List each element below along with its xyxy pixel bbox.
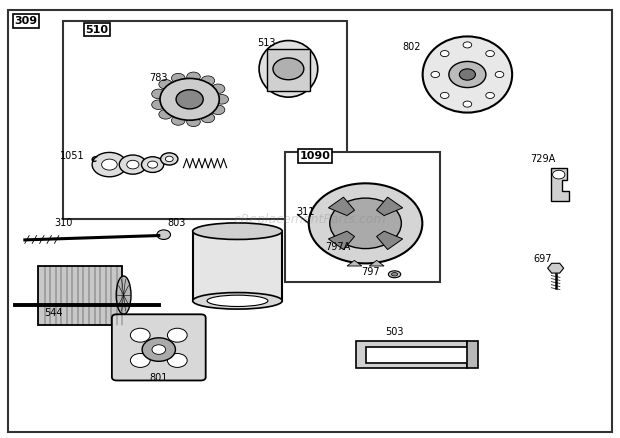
Ellipse shape (423, 36, 512, 113)
Circle shape (92, 152, 126, 177)
Text: 803: 803 (167, 219, 185, 228)
Text: 503: 503 (385, 327, 404, 337)
Ellipse shape (391, 272, 397, 276)
Circle shape (330, 198, 401, 249)
FancyBboxPatch shape (285, 152, 440, 282)
Polygon shape (329, 231, 355, 250)
Circle shape (142, 338, 175, 361)
Circle shape (552, 170, 565, 179)
Circle shape (157, 230, 171, 240)
Circle shape (167, 353, 187, 367)
Polygon shape (370, 260, 384, 266)
Circle shape (161, 153, 178, 165)
Circle shape (495, 71, 504, 78)
Bar (193, 231, 282, 301)
Polygon shape (347, 260, 362, 266)
Text: 802: 802 (402, 42, 421, 52)
Circle shape (152, 345, 166, 354)
Text: 783: 783 (149, 73, 168, 82)
Circle shape (201, 113, 215, 123)
Text: 513: 513 (257, 38, 276, 48)
FancyBboxPatch shape (112, 314, 206, 381)
Polygon shape (376, 231, 403, 250)
Circle shape (211, 84, 225, 94)
Text: 309: 309 (14, 16, 38, 26)
Ellipse shape (193, 223, 282, 240)
Circle shape (440, 92, 449, 99)
Text: 310: 310 (54, 219, 73, 228)
Polygon shape (547, 263, 564, 273)
Polygon shape (551, 168, 569, 201)
Polygon shape (267, 49, 310, 91)
Circle shape (273, 58, 304, 80)
Ellipse shape (259, 41, 317, 97)
FancyBboxPatch shape (63, 21, 347, 219)
Circle shape (152, 100, 166, 110)
Ellipse shape (388, 271, 401, 278)
Circle shape (126, 160, 139, 169)
Circle shape (449, 61, 486, 88)
Circle shape (166, 156, 173, 162)
Circle shape (159, 80, 172, 89)
Polygon shape (356, 341, 467, 368)
Text: 510: 510 (86, 25, 108, 35)
Circle shape (431, 71, 440, 78)
Circle shape (187, 117, 200, 127)
Bar (38, 265, 122, 325)
Polygon shape (467, 341, 478, 368)
Text: 797: 797 (361, 267, 380, 277)
Ellipse shape (116, 276, 131, 314)
Polygon shape (329, 197, 355, 215)
Circle shape (309, 184, 422, 263)
Text: eReplacementParts.com: eReplacementParts.com (234, 212, 386, 226)
Circle shape (440, 50, 449, 57)
Circle shape (201, 76, 215, 85)
Circle shape (211, 105, 225, 115)
Circle shape (463, 42, 472, 48)
Circle shape (463, 101, 472, 107)
Text: 1051: 1051 (60, 151, 85, 161)
Circle shape (172, 116, 185, 125)
Circle shape (130, 353, 150, 367)
Text: c: c (91, 154, 97, 164)
Text: 311: 311 (296, 208, 315, 218)
Text: 544: 544 (45, 307, 63, 318)
Text: 729A: 729A (530, 154, 556, 164)
Circle shape (187, 72, 200, 81)
Ellipse shape (207, 295, 268, 307)
Circle shape (485, 50, 494, 57)
Circle shape (119, 155, 146, 174)
Circle shape (159, 110, 172, 119)
Circle shape (102, 159, 117, 170)
Circle shape (167, 328, 187, 342)
Circle shape (459, 69, 476, 80)
Text: 1090: 1090 (299, 151, 330, 161)
Circle shape (141, 157, 164, 173)
Circle shape (152, 89, 166, 99)
Ellipse shape (193, 293, 282, 309)
Circle shape (130, 328, 150, 342)
Circle shape (215, 95, 229, 104)
Circle shape (160, 78, 219, 120)
Polygon shape (376, 197, 403, 215)
Circle shape (485, 92, 494, 99)
Text: 801: 801 (149, 373, 168, 383)
Circle shape (172, 74, 185, 83)
Circle shape (148, 161, 157, 168)
Text: 697: 697 (533, 254, 552, 264)
Text: 797A: 797A (325, 242, 350, 252)
Circle shape (176, 90, 203, 109)
FancyBboxPatch shape (7, 10, 613, 432)
